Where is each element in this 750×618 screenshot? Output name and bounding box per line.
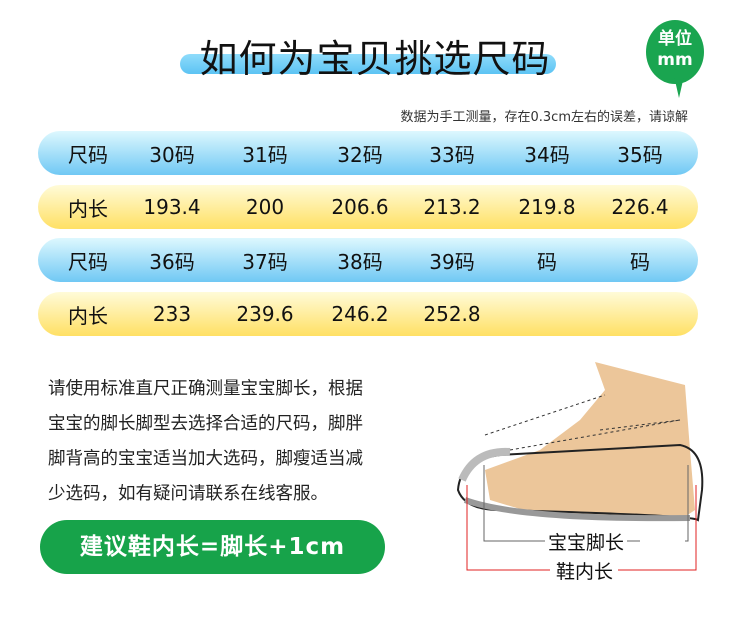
table-cell: 34码 (524, 142, 570, 167)
shoe-length-bracket (466, 485, 697, 571)
table-row-length: 内长 233 239.6 246.2 252.8 (38, 292, 698, 336)
instruction-line: 请使用标准直尺正确测量宝宝脚长，根据 (48, 379, 363, 399)
table-cell: 36码 (149, 249, 195, 274)
table-cell: 码 (537, 249, 557, 274)
unit-badge-line2: mm (657, 50, 693, 70)
row-label: 尺码 (68, 249, 108, 274)
table-cell: 226.4 (611, 195, 669, 219)
table-cell: 219.8 (518, 195, 576, 219)
advice-banner: 建议鞋内长=脚长+1cm (40, 520, 385, 574)
foot-length-label: 宝宝脚长 (545, 528, 628, 555)
table-cell: 37码 (242, 249, 288, 274)
unit-badge: 单位 mm (646, 20, 704, 98)
instruction-line: 脚背高的宝宝适当加大选码，脚瘦适当减 (48, 449, 363, 469)
instructions: 请使用标准直尺正确测量宝宝脚长，根据 宝宝的脚长脚型去选择合适的尺码，脚胖 脚背… (48, 372, 418, 512)
table-cell: 233 (152, 302, 192, 326)
page-title: 如何为宝贝挑选尺码 (199, 37, 551, 81)
table-cell: 252.8 (423, 302, 481, 326)
table-row-size: 尺码 30码 31码 32码 33码 34码 35码 (38, 131, 698, 175)
instruction-line: 宝宝的脚长脚型去选择合适的尺码，脚胖 (48, 414, 363, 434)
shoe-foot-diagram (456, 362, 704, 571)
table-row-size: 尺码 36码 37码 38码 39码 码 码 (38, 238, 698, 282)
table-row-length: 内长 193.4 200 206.6 213.2 219.8 226.4 (38, 185, 698, 229)
unit-badge-line1: 单位 (658, 29, 692, 49)
table-cell: 38码 (337, 249, 383, 274)
table-cell: 200 (245, 195, 285, 219)
row-label: 尺码 (68, 142, 108, 167)
instruction-line: 少选码，如有疑问请联系在线客服。 (48, 484, 328, 504)
table-cell: 33码 (429, 142, 475, 167)
table-cell: 246.2 (331, 302, 389, 326)
measurement-note: 数据为手工测量，存在0.3cm左右的误差，请谅解 (400, 110, 689, 125)
table-cell: 213.2 (423, 195, 481, 219)
row-label: 内长 (68, 303, 108, 328)
table-cell: 31码 (242, 142, 288, 167)
title-underline (180, 54, 556, 74)
table-cell: 206.6 (331, 195, 389, 219)
table-cell: 32码 (337, 142, 383, 167)
foot-illustration (485, 362, 695, 520)
row-label: 内长 (68, 196, 108, 221)
table-cell: 39码 (429, 249, 475, 274)
table-cell: 码 (630, 249, 650, 274)
table-cell: 193.4 (143, 195, 201, 219)
shoe-inner-length-label: 鞋内长 (553, 557, 617, 584)
table-cell: 239.6 (236, 302, 294, 326)
table-cell: 35码 (617, 142, 663, 167)
table-cell: 30码 (149, 142, 195, 167)
